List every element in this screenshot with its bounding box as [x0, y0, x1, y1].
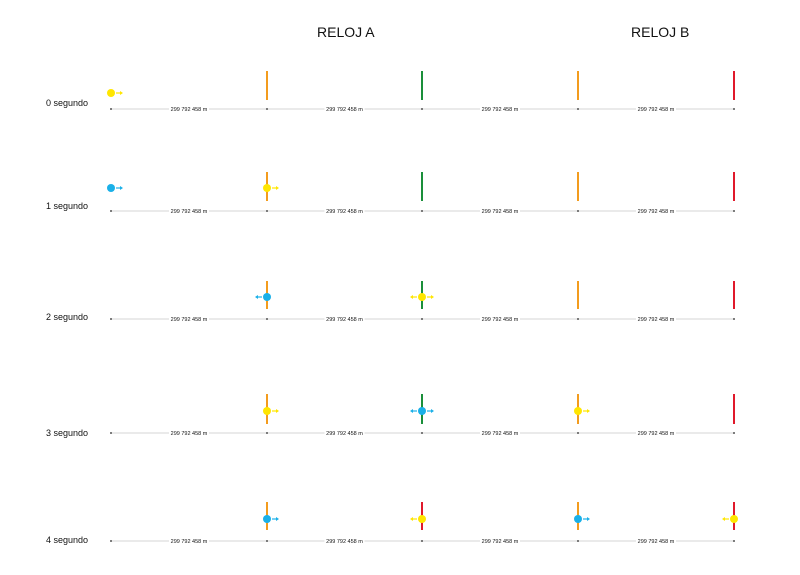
distance-label-bg [480, 429, 520, 437]
yellow-photon [730, 515, 738, 523]
distance-label-bg [480, 105, 520, 113]
station-tick [577, 540, 579, 542]
clock-b-header: RELOJ B [631, 24, 690, 40]
distance-label-bg [324, 315, 365, 323]
distance-label-bg [169, 315, 209, 323]
distance-label: 299 792 458 m [638, 317, 675, 323]
distance-label: 299 792 458 m [482, 317, 519, 323]
blue-photon [107, 184, 115, 192]
station-tick [421, 210, 423, 212]
distance-label: 299 792 458 m [171, 209, 208, 215]
photon-arrow-head [431, 295, 434, 299]
station-tick [577, 432, 579, 434]
station-tick [577, 210, 579, 212]
yellow-photon [574, 407, 582, 415]
blue-photon [418, 407, 426, 415]
station-tick [266, 432, 268, 434]
distance-label-bg [636, 105, 676, 113]
photon-arrow-head [255, 295, 258, 299]
station-tick [733, 432, 735, 434]
distance-label-bg [169, 429, 209, 437]
distance-label-bg [636, 537, 676, 545]
photon-arrow-head [276, 186, 279, 190]
row-label: 0 segundo [46, 98, 89, 108]
distance-label: 299 792 458 m [171, 539, 208, 545]
row-label: 1 segundo [46, 201, 89, 211]
station-tick [266, 318, 268, 320]
distance-label-bg [636, 315, 676, 323]
photon-arrow-head [722, 517, 725, 521]
distance-label-bg [636, 429, 676, 437]
station-tick [266, 108, 268, 110]
yellow-photon [418, 515, 426, 523]
photon-arrow-head [276, 409, 279, 413]
station-tick [110, 210, 112, 212]
yellow-photon [263, 184, 271, 192]
distance-label: 299 792 458 m [171, 317, 208, 323]
distance-label: 299 792 458 m [326, 431, 363, 437]
station-tick [421, 108, 423, 110]
station-tick [110, 318, 112, 320]
distance-label: 299 792 458 m [326, 107, 363, 113]
row-label: 2 segundo [46, 312, 89, 322]
distance-label: 299 792 458 m [326, 317, 363, 323]
distance-label-bg [324, 105, 365, 113]
photon-arrow-head [120, 186, 123, 190]
distance-label: 299 792 458 m [638, 107, 675, 113]
distance-label: 299 792 458 m [171, 431, 208, 437]
station-tick [733, 318, 735, 320]
blue-photon [263, 515, 271, 523]
yellow-photon [263, 407, 271, 415]
station-tick [110, 108, 112, 110]
station-tick [733, 540, 735, 542]
distance-label: 299 792 458 m [482, 431, 519, 437]
photon-arrow-head [587, 517, 590, 521]
distance-label-bg [636, 207, 676, 215]
distance-label: 299 792 458 m [482, 209, 519, 215]
distance-label-bg [169, 207, 209, 215]
blue-photon [574, 515, 582, 523]
station-tick [577, 108, 579, 110]
distance-label-bg [169, 537, 209, 545]
photon-arrow-head [410, 409, 413, 413]
distance-label-bg [324, 537, 365, 545]
distance-label: 299 792 458 m [326, 539, 363, 545]
distance-label: 299 792 458 m [638, 209, 675, 215]
distance-label-bg [480, 207, 520, 215]
distance-label-bg [324, 429, 365, 437]
station-tick [733, 108, 735, 110]
photon-arrow-head [410, 295, 413, 299]
station-tick [421, 318, 423, 320]
photon-arrow-head [587, 409, 590, 413]
photon-arrow-head [431, 409, 434, 413]
distance-label: 299 792 458 m [638, 539, 675, 545]
distance-label: 299 792 458 m [171, 107, 208, 113]
blue-photon [263, 293, 271, 301]
station-tick [421, 432, 423, 434]
station-tick [110, 432, 112, 434]
distance-label-bg [480, 537, 520, 545]
station-tick [421, 540, 423, 542]
row-label: 4 segundo [46, 535, 89, 545]
station-tick [266, 210, 268, 212]
distance-label: 299 792 458 m [482, 539, 519, 545]
distance-label-bg [169, 105, 209, 113]
yellow-photon [418, 293, 426, 301]
distance-label: 299 792 458 m [326, 209, 363, 215]
distance-label: 299 792 458 m [638, 431, 675, 437]
row-label: 3 segundo [46, 428, 89, 438]
clock-a-header: RELOJ A [317, 24, 375, 40]
photon-arrow-head [276, 517, 279, 521]
distance-label: 299 792 458 m [482, 107, 519, 113]
distance-label-bg [480, 315, 520, 323]
station-tick [110, 540, 112, 542]
photon-arrow-head [410, 517, 413, 521]
station-tick [733, 210, 735, 212]
photon-arrow-head [120, 91, 123, 95]
yellow-photon [107, 89, 115, 97]
station-tick [266, 540, 268, 542]
station-tick [577, 318, 579, 320]
distance-label-bg [324, 207, 365, 215]
